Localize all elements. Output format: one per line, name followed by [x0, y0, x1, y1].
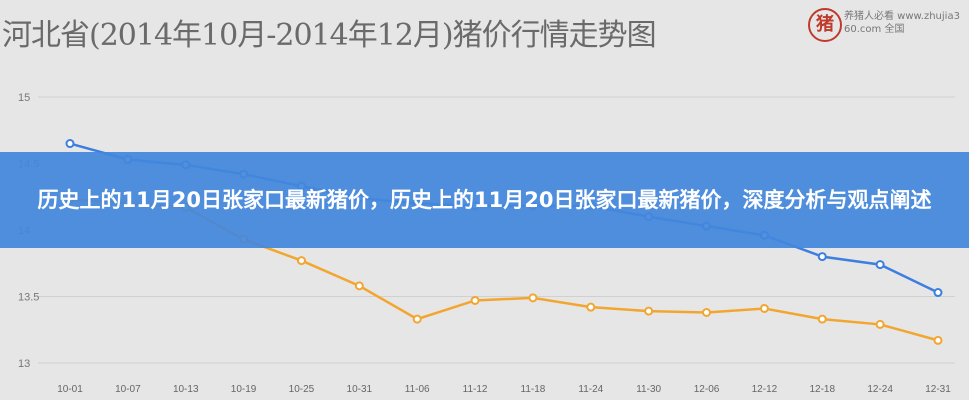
data-point — [875, 319, 885, 329]
data-point — [412, 314, 422, 324]
data-point — [470, 295, 480, 305]
data-point — [296, 256, 306, 266]
data-point — [586, 302, 596, 312]
x-tick-label: 11-24 — [578, 384, 603, 395]
x-tick-label: 12-24 — [867, 384, 893, 395]
headline-banner: 历史上的11月20日张家口最新猪价，历史上的11月20日张家口最新猪价，深度分析… — [0, 152, 969, 248]
data-point — [759, 303, 769, 313]
data-point — [702, 307, 712, 317]
logo-seal: 猪 — [808, 8, 842, 42]
x-tick-label: 10-25 — [289, 384, 315, 395]
watermark-logo: 猪 养猪人必看 www.zhujia360.com 全国 — [808, 6, 966, 46]
y-tick-label: 13.5 — [18, 292, 39, 304]
x-tick-label: 10-13 — [173, 384, 199, 395]
data-point — [817, 314, 827, 324]
y-tick-label: 15 — [18, 92, 30, 104]
data-point — [354, 281, 364, 291]
x-tick-label: 11-12 — [463, 384, 488, 395]
data-point — [65, 139, 75, 149]
x-tick-label: 12-06 — [694, 384, 720, 395]
data-point — [528, 293, 538, 303]
x-tick-label: 10-31 — [347, 384, 373, 395]
data-point — [933, 335, 943, 345]
y-tick-label: 13 — [18, 358, 30, 370]
logo-text: 养猪人必看 www.zhujia360.com 全国 — [844, 11, 960, 35]
headline-text: 历史上的11月20日张家口最新猪价，历史上的11月20日张家口最新猪价，深度分析… — [37, 188, 932, 212]
x-tick-label: 11-06 — [405, 384, 430, 395]
data-point — [817, 252, 827, 262]
x-tick-label: 10-07 — [115, 384, 141, 395]
x-tick-label: 12-12 — [752, 384, 778, 395]
data-point — [875, 260, 885, 270]
data-point — [644, 306, 654, 316]
x-tick-label: 10-19 — [231, 384, 257, 395]
x-tick-label: 11-18 — [521, 384, 546, 395]
x-tick-label: 12-31 — [925, 384, 951, 395]
x-tick-label: 10-01 — [57, 384, 83, 395]
x-tick-label: 11-30 — [636, 384, 661, 395]
chart-title: 河北省(2014年10月-2014年12月)猪价行情走势图 — [2, 18, 657, 53]
data-point — [933, 288, 943, 298]
x-tick-label: 12-18 — [809, 384, 835, 395]
